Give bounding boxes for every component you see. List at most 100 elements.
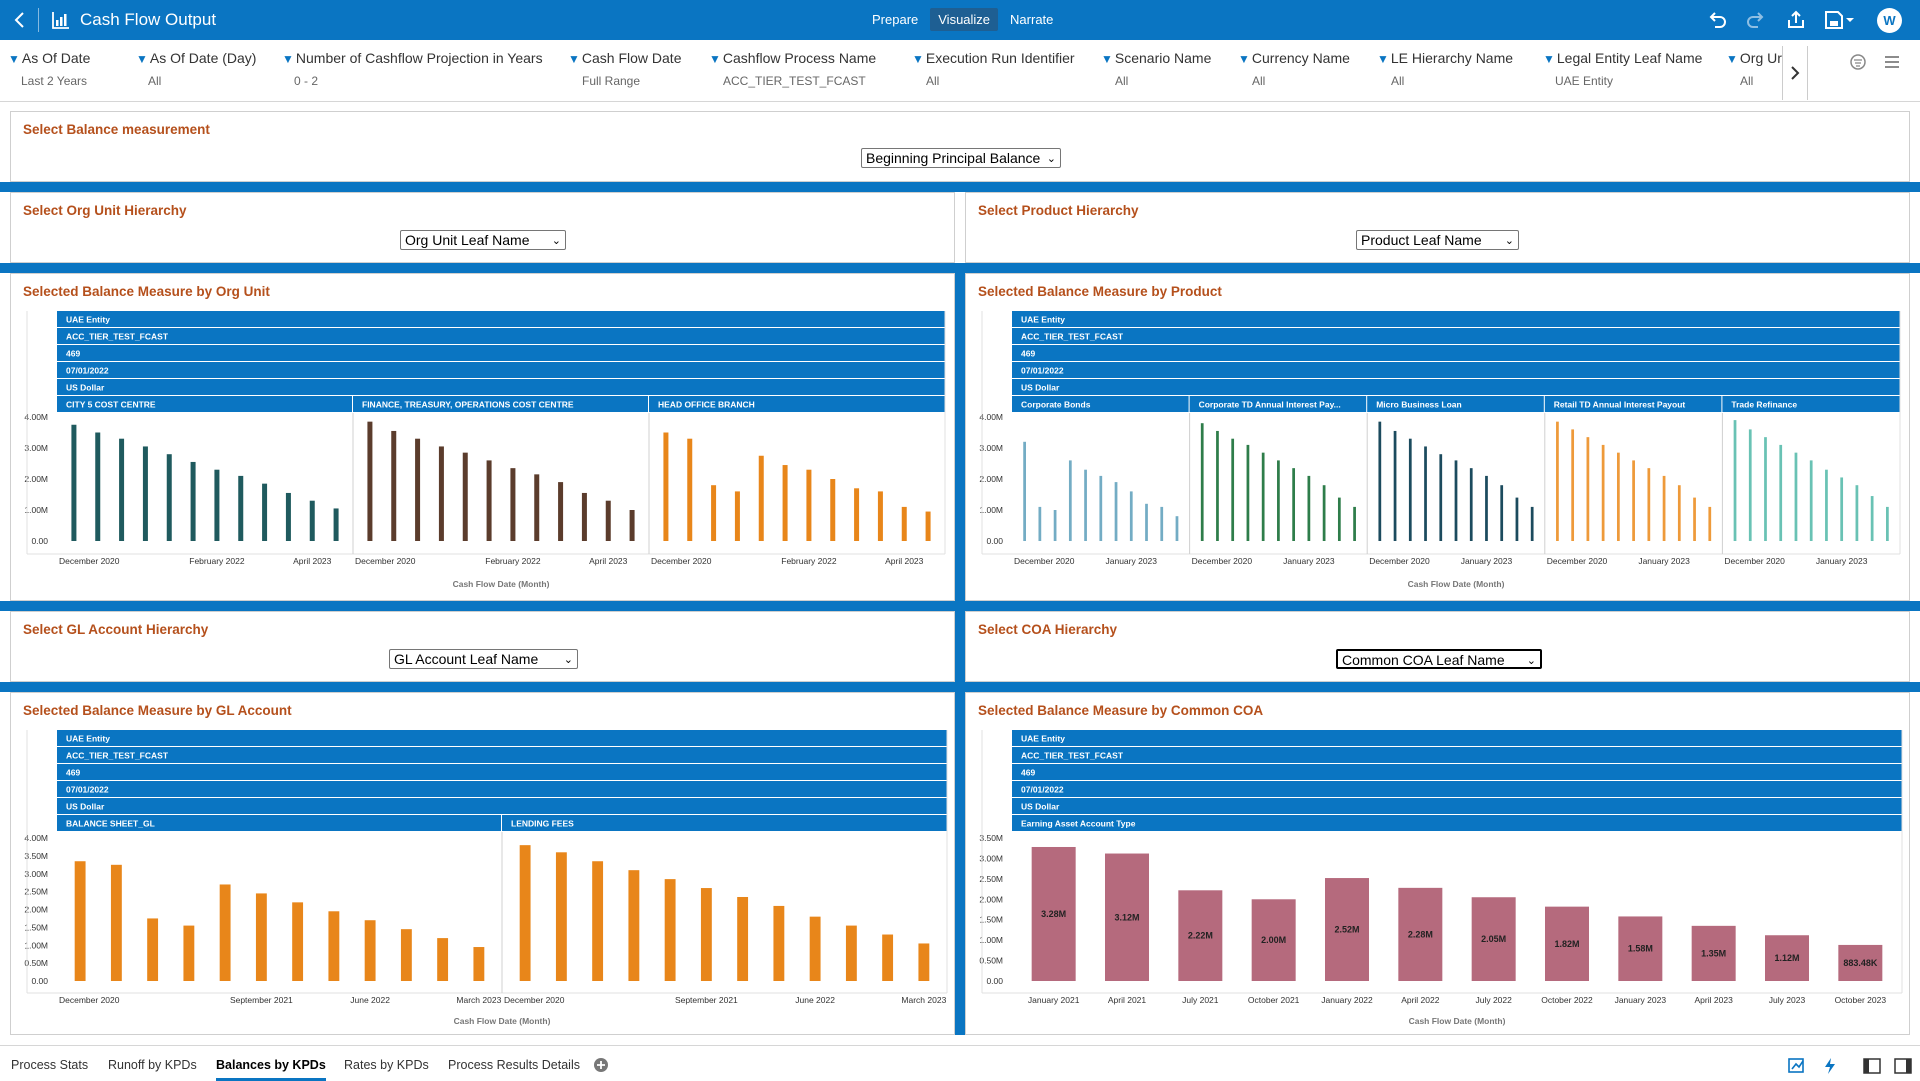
y-tick-label: 2.00M [979, 894, 1003, 904]
header-label: 07/01/2022 [1021, 366, 1064, 376]
filter-scenario-name[interactable]: ▼ Scenario Name All [1101, 50, 1301, 88]
bar [1469, 468, 1473, 541]
refresh-data-icon[interactable] [1820, 1056, 1840, 1076]
toggle-left-panel-icon[interactable] [1862, 1056, 1882, 1076]
bar-data-label: 2.22M [1188, 931, 1213, 941]
tab-rates-by-kpds[interactable]: Rates by KPDs [344, 1058, 429, 1072]
toggle-right-panel-icon[interactable] [1893, 1056, 1913, 1076]
filter-cashflow-process-name[interactable]: ▼ Cashflow Process Name ACC_TIER_TEST_FCAS… [709, 50, 909, 88]
back-arrow-icon[interactable] [10, 9, 32, 31]
product-hierarchy-select[interactable]: Product Leaf Name ⌄ [1356, 230, 1519, 250]
tab-balances-by-kpds[interactable]: Balances by KPDs [216, 1058, 326, 1081]
bar [473, 947, 485, 981]
filter-execution-run-identifier[interactable]: ▼ Execution Run Identifier All [912, 50, 1112, 88]
bar [830, 479, 836, 541]
coa-hierarchy-select[interactable]: Common COA Leaf Name ⌄ [1336, 649, 1542, 669]
filter-legal-entity-leaf-name[interactable]: ▼ Legal Entity Leaf Name UAE Entity [1543, 50, 1743, 88]
filter-settings-icon[interactable] [1848, 52, 1868, 72]
bar [1353, 506, 1356, 541]
x-axis-title: Cash Flow Date (Month) [1408, 579, 1505, 589]
y-tick-label: 0.50M [979, 956, 1003, 966]
bar [534, 474, 540, 541]
filter-scroll-right-button[interactable] [1782, 46, 1808, 100]
user-avatar[interactable]: W [1877, 8, 1902, 33]
bar [462, 452, 468, 541]
auto-insights-icon[interactable] [1787, 1056, 1807, 1076]
export-icon[interactable] [1785, 9, 1807, 31]
pin-icon: ▼ [1726, 52, 1738, 66]
y-tick-label: 4.00M [979, 412, 1003, 422]
header-label: UAE Entity [1021, 734, 1065, 744]
filter-as-of-date-day[interactable]: ▼ As Of Date (Day) All [136, 50, 336, 88]
mode-visualize[interactable]: Visualize [930, 8, 999, 31]
redo-icon[interactable] [1745, 9, 1767, 31]
org-hierarchy-title: Select Org Unit Hierarchy [23, 203, 187, 218]
filter-value: UAE Entity [1555, 74, 1614, 88]
bar [1765, 935, 1809, 981]
bar [882, 934, 894, 981]
pin-icon: ▼ [1377, 52, 1389, 66]
group-header-band [353, 396, 648, 412]
filter-cash-flow-date[interactable]: ▼ Cash Flow Date Full Range [568, 50, 768, 88]
filter-menu-icon[interactable] [1882, 52, 1902, 72]
header-label: US Dollar [1021, 802, 1060, 812]
filter-value: All [1391, 74, 1405, 88]
bar [1691, 925, 1736, 981]
tab-process-results-details[interactable]: Process Results Details [448, 1058, 580, 1072]
bar [1733, 420, 1737, 541]
bar [806, 469, 812, 541]
bar [687, 438, 693, 541]
header-label: UAE Entity [66, 734, 110, 744]
gl-hierarchy-select[interactable]: GL Account Leaf Name ⌄ [389, 649, 578, 669]
divider [955, 611, 965, 1035]
tab-process-stats[interactable]: Process Stats [11, 1058, 89, 1072]
balance-measure-select[interactable]: Beginning Principal Balance ⌄ [861, 148, 1061, 168]
header-label: US Dollar [66, 383, 105, 393]
y-tick-label: 4.00M [24, 412, 48, 422]
mode-prepare[interactable]: Prepare [872, 12, 919, 27]
add-canvas-icon[interactable] [593, 1057, 609, 1073]
undo-icon[interactable] [1706, 9, 1728, 31]
tab-runoff-by-kpds[interactable]: Runoff by KPDs [108, 1058, 197, 1072]
filter-currency-name[interactable]: ▼ Currency Name All [1238, 50, 1438, 88]
x-tick-label: December 2020 [1014, 556, 1075, 566]
gl-hierarchy-panel: Select GL Account Hierarchy GL Account L… [10, 611, 955, 682]
filter-value: All [1252, 74, 1266, 88]
header-band [1012, 345, 1900, 361]
bar [415, 438, 421, 541]
header-band [57, 747, 947, 763]
filter-as-of-date[interactable]: ▼ As Of Date Last 2 Years [8, 50, 208, 88]
bar [1105, 853, 1149, 981]
x-tick-label: June 2022 [350, 995, 390, 1005]
gl-chart: UAE Entity ACC_TIER_TEST_FCAST 469 07/01/20… [24, 730, 948, 1026]
filter-value: 0 - 2 [294, 74, 319, 88]
bar [700, 888, 712, 981]
bar [1825, 469, 1828, 541]
x-tick-label: October 2022 [1541, 995, 1593, 1005]
filter-projection-years[interactable]: ▼ Number of Cashflow Projection in Years 0… [282, 50, 543, 88]
filter-org-unit[interactable]: ▼ Org Ur All [1726, 50, 1782, 88]
bar [190, 461, 196, 541]
org-hierarchy-select[interactable]: Org Unit Leaf Name ⌄ [400, 230, 566, 250]
bar [1307, 475, 1311, 541]
bar [1099, 475, 1103, 541]
coa-hierarchy-title: Select COA Hierarchy [978, 622, 1118, 637]
x-tick-label: December 2020 [355, 556, 416, 566]
bar [1322, 485, 1326, 541]
bar-data-label: 1.35M [1701, 948, 1726, 958]
filter-le-hierarchy-name[interactable]: ▼ LE Hierarchy Name All [1377, 50, 1577, 88]
x-tick-label: February 2022 [189, 556, 245, 566]
filter-bar: ▼ As Of Date Last 2 Years ▼ As Of Date (Day… [0, 40, 1920, 102]
header-band [57, 781, 947, 797]
bar [309, 500, 315, 541]
org-hierarchy-panel: Select Org Unit Hierarchy Org Unit Leaf … [10, 192, 955, 263]
header-label: ACC_TIER_TEST_FCAST [66, 332, 169, 342]
header-band [1012, 764, 1902, 780]
mode-narrate[interactable]: Narrate [1010, 12, 1054, 27]
y-tick-label: 0.50M [24, 958, 48, 968]
bar [901, 506, 907, 541]
org-chart-panel: Selected Balance Measure by Org Unit UAE… [10, 273, 955, 601]
bar [147, 918, 159, 981]
bar [1779, 444, 1783, 541]
save-icon[interactable] [1823, 9, 1855, 31]
